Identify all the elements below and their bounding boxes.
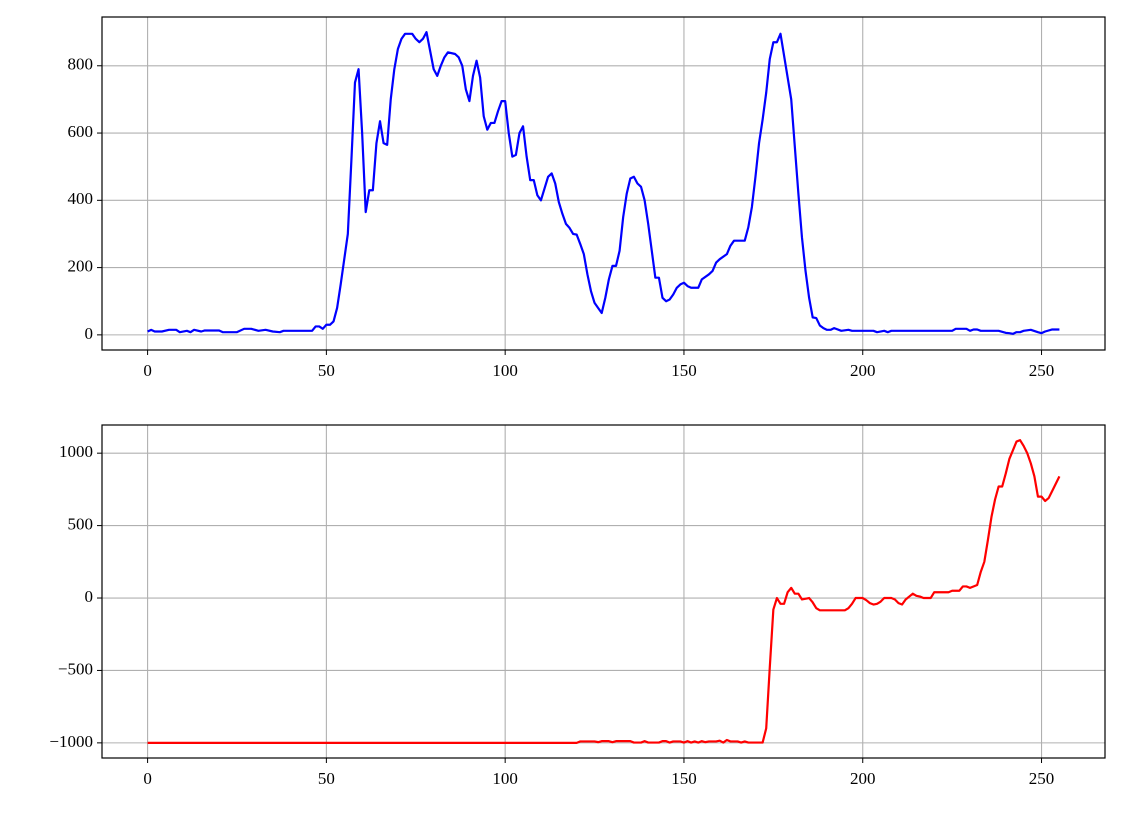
x-tick-label: 150	[671, 361, 697, 380]
x-tick-label: 100	[492, 769, 518, 788]
x-tick-label: 250	[1029, 361, 1055, 380]
x-tick-label: 100	[492, 361, 518, 380]
y-tick-label: 1000	[59, 442, 93, 461]
y-tick-label: 500	[68, 515, 94, 534]
x-tick-label: 50	[318, 361, 335, 380]
x-tick-label: 200	[850, 361, 876, 380]
axes-frame	[101, 16, 1106, 351]
x-tick-label: 200	[850, 769, 876, 788]
x-tick-label: 250	[1029, 769, 1055, 788]
y-tick-label: 0	[85, 587, 94, 606]
y-tick-label: 200	[68, 256, 94, 275]
y-tick-label: −1000	[49, 732, 93, 751]
x-tick-label: 0	[143, 361, 152, 380]
y-tick-label: −500	[58, 659, 93, 678]
axes-frame	[101, 424, 1106, 759]
y-tick-label: 600	[68, 122, 94, 141]
y-tick-label: 400	[68, 189, 94, 208]
y-tick-label: 0	[85, 324, 94, 343]
x-tick-label: 0	[143, 769, 152, 788]
data-line	[147, 439, 1061, 744]
data-line	[147, 31, 1060, 335]
x-tick-label: 150	[671, 769, 697, 788]
y-tick-label: 800	[68, 55, 94, 74]
x-tick-label: 50	[318, 769, 335, 788]
